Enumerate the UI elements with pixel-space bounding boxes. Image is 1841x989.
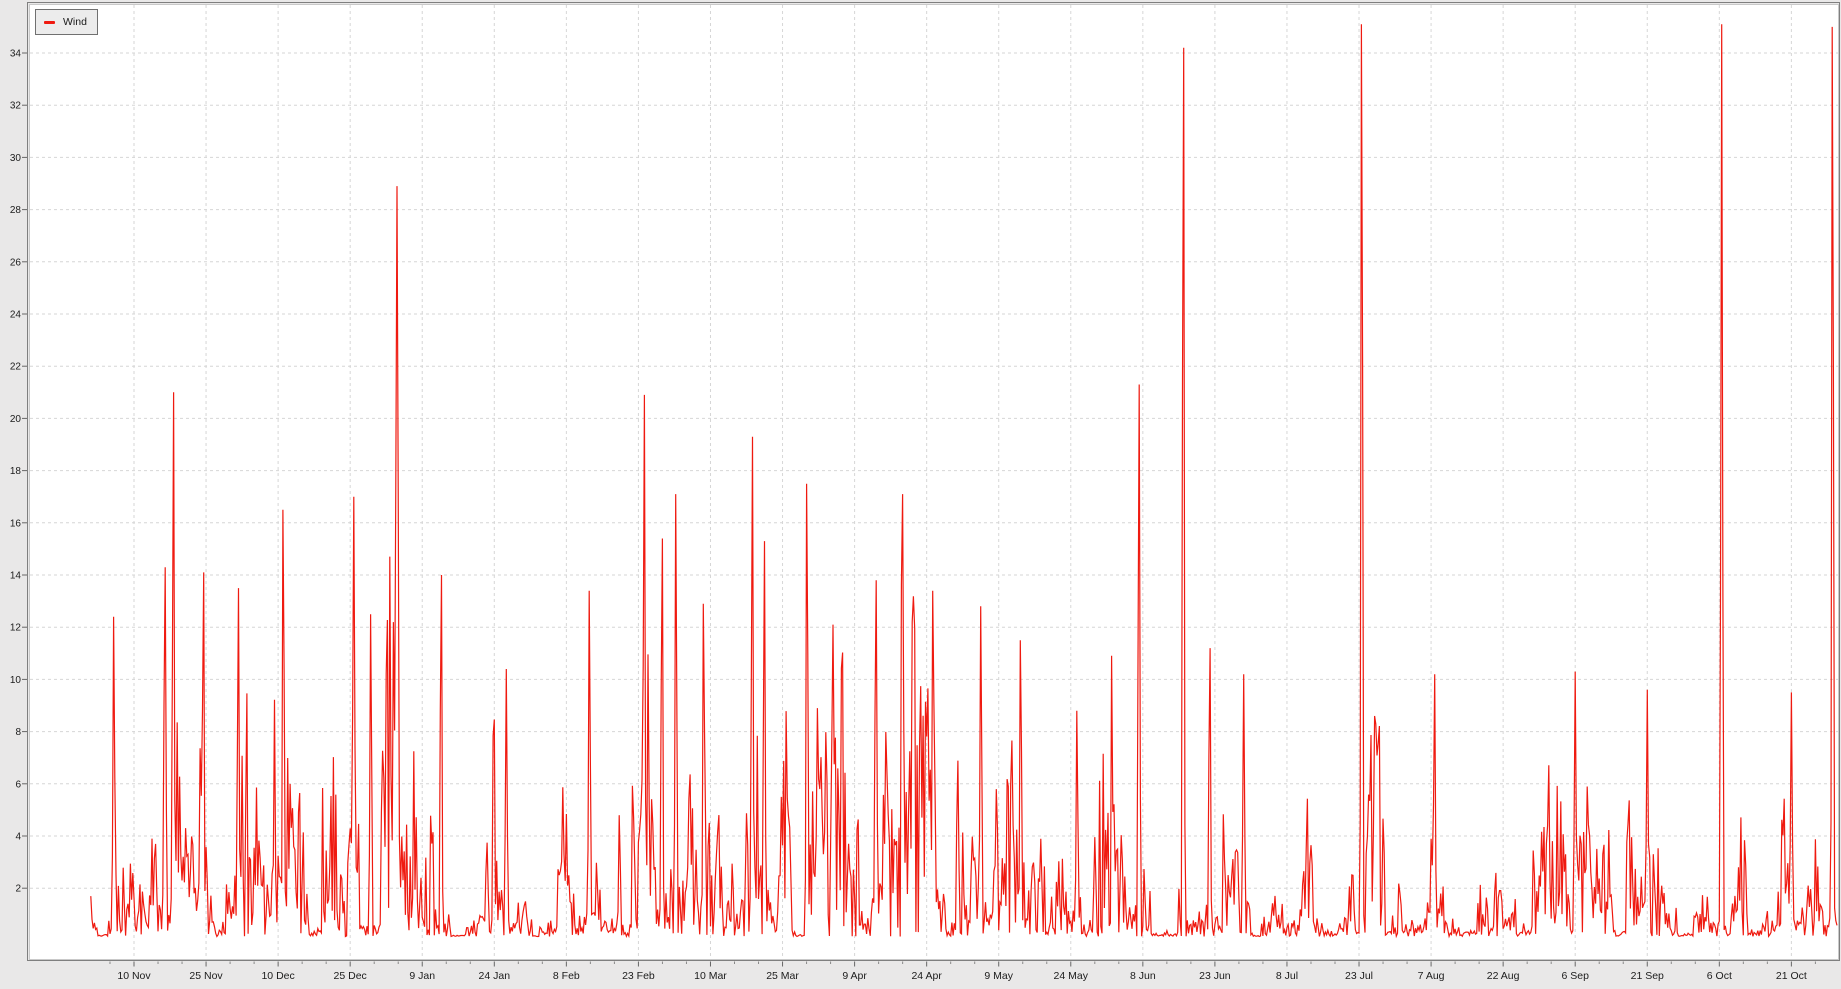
plot-background	[29, 4, 1839, 959]
x-tick-label: 24 May	[1054, 970, 1089, 982]
y-tick-label: 32	[10, 101, 22, 112]
x-tick-label: 22 Aug	[1487, 970, 1520, 982]
x-tick-label: 8 Jun	[1130, 970, 1156, 982]
x-tick-label: 21 Oct	[1776, 970, 1807, 982]
gridlines	[30, 5, 1838, 958]
wind-series-line	[90, 24, 1838, 939]
x-tick-label: 9 May	[984, 970, 1013, 982]
x-tick-label: 10 Dec	[261, 970, 294, 982]
legend-line-swatch	[44, 20, 55, 24]
y-tick-label: 26	[10, 257, 22, 268]
x-tick-label: 6 Oct	[1707, 970, 1732, 982]
plot-border-inner	[29, 4, 1839, 960]
y-tick-label: 6	[15, 779, 21, 790]
x-tick-label: 9 Apr	[842, 970, 867, 982]
x-tick-label: 8 Feb	[553, 970, 580, 982]
x-tick-label: 10 Nov	[117, 970, 151, 982]
x-tick-label: 6 Sep	[1561, 970, 1589, 982]
y-tick-label: 12	[10, 623, 22, 634]
x-tick-label: 25 Dec	[334, 970, 367, 982]
x-tick-label: 24 Jan	[479, 970, 511, 982]
y-tick-label: 2	[15, 884, 21, 895]
x-axis: 10 Nov 25 Nov 10 Dec 25 Dec 9 Jan 24 Jan 8 Feb…	[109, 961, 1816, 982]
x-tick-label: 23 Feb	[622, 970, 655, 982]
y-tick-label: 34	[10, 49, 22, 60]
y-tick-label: 22	[10, 362, 22, 373]
y-tick-label: 10	[10, 675, 22, 686]
y-tick-label: 18	[10, 466, 22, 477]
y-tick-label: 8	[15, 727, 21, 738]
x-tick-label: 10 Mar	[694, 970, 727, 982]
x-tick-label: 23 Jun	[1199, 970, 1231, 982]
x-tick-label: 7 Aug	[1418, 970, 1445, 982]
y-tick-label: 16	[10, 518, 22, 529]
legend-label: Wind	[63, 15, 87, 28]
x-tick-label: 24 Apr	[911, 970, 942, 982]
x-tick-label: 8 Jul	[1276, 970, 1298, 982]
y-tick-label: 14	[10, 571, 22, 582]
legend: Wind	[35, 9, 98, 35]
y-tick-label: 20	[10, 414, 22, 425]
y-tick-label: 30	[10, 153, 22, 164]
x-tick-label: 23 Jul	[1345, 970, 1373, 982]
x-tick-label: 9 Jan	[409, 970, 435, 982]
plot-border-outer	[27, 2, 1840, 961]
x-tick-label: 25 Mar	[766, 970, 799, 982]
y-tick-label: 24	[10, 310, 22, 321]
x-tick-label: 21 Sep	[1631, 970, 1664, 982]
y-tick-label: 4	[15, 832, 21, 843]
x-tick-label: 25 Nov	[189, 970, 223, 982]
y-tick-label: 28	[10, 205, 22, 216]
